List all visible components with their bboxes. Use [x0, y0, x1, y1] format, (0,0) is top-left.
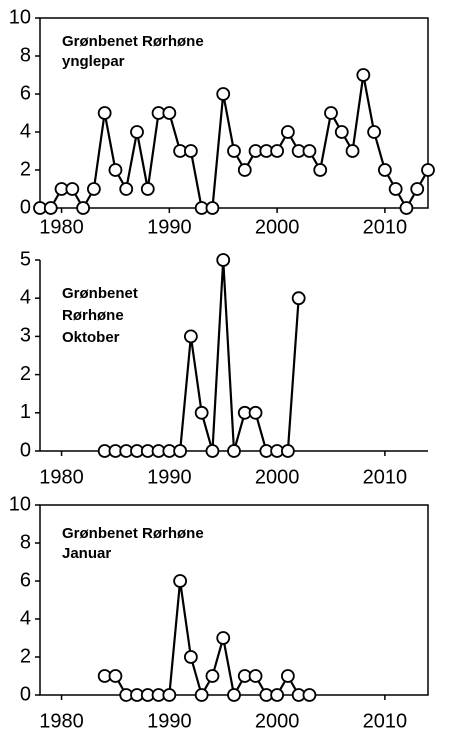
data-point [248, 405, 263, 420]
data-point [173, 574, 188, 588]
plot-frame [39, 17, 429, 209]
data-point [302, 144, 317, 158]
y-tick-label: 4 [20, 607, 31, 629]
x-tick-label: 1980 [39, 216, 84, 238]
data-point [388, 182, 403, 196]
data-point [76, 201, 91, 215]
data-point [194, 405, 209, 420]
data-point [205, 669, 220, 683]
data-point [108, 669, 123, 683]
chart-title: Januar [62, 545, 111, 562]
data-point [162, 106, 177, 120]
data-point [173, 444, 188, 458]
chart-title: Rørhøne [62, 307, 124, 324]
chart-title: Grønbenet [62, 285, 138, 302]
data-point [280, 125, 295, 139]
data-point [205, 201, 220, 215]
data-point [270, 688, 285, 702]
data-point [97, 106, 112, 120]
data-point [410, 182, 425, 196]
x-tick-label: 2010 [363, 710, 408, 732]
data-point [237, 163, 252, 177]
x-tick-label: 1990 [147, 710, 192, 732]
data-point [313, 163, 328, 177]
y-tick-label: 10 [9, 6, 31, 28]
data-point [227, 688, 241, 702]
data-point [205, 444, 220, 458]
data-point [108, 163, 123, 177]
y-tick-label: 4 [20, 120, 31, 142]
data-point [302, 688, 317, 702]
data-point [216, 631, 231, 645]
data-point [291, 291, 306, 306]
data-point [65, 182, 80, 196]
data-point [194, 688, 209, 702]
data-point [162, 688, 177, 702]
x-tick-label: 1990 [147, 466, 192, 488]
y-tick-label: 3 [20, 325, 31, 347]
chart-title: Grønbenet Rørhøne [62, 525, 204, 542]
y-tick-label: 0 [20, 683, 31, 705]
data-point [377, 163, 392, 177]
data-point [421, 163, 435, 177]
data-point [183, 144, 198, 158]
data-point [183, 650, 198, 664]
x-tick-label: 1980 [39, 710, 84, 732]
y-tick-label: 0 [20, 439, 31, 461]
y-tick-label: 5 [20, 248, 31, 270]
x-tick-label: 2000 [255, 216, 300, 238]
x-tick-label: 2010 [363, 216, 408, 238]
y-tick-label: 8 [20, 531, 31, 553]
chart-title: Oktober [62, 329, 120, 346]
chart-title: ynglepar [62, 53, 125, 70]
data-point [367, 125, 382, 139]
data-point [216, 253, 231, 267]
y-tick-label: 8 [20, 44, 31, 66]
data-point [334, 125, 349, 139]
chart-title: Grønbenet Rørhøne [62, 33, 204, 50]
data-point [324, 106, 338, 120]
data-point [356, 68, 371, 82]
y-tick-label: 1 [20, 401, 31, 423]
y-tick-label: 2 [20, 645, 31, 667]
y-tick-label: 6 [20, 82, 31, 104]
data-point [183, 329, 198, 344]
data-point [86, 182, 101, 196]
x-tick-label: 2010 [363, 466, 408, 488]
x-tick-label: 2000 [255, 710, 300, 732]
data-point [280, 669, 295, 683]
data-point [227, 144, 241, 158]
data-point [227, 444, 241, 458]
data-point [119, 182, 134, 196]
data-point [140, 182, 155, 196]
data-point [130, 125, 144, 139]
data-point [345, 144, 360, 158]
y-tick-label: 2 [20, 158, 31, 180]
data-point [43, 201, 58, 215]
y-tick-label: 10 [9, 493, 31, 515]
y-tick-label: 0 [20, 196, 31, 218]
y-tick-label: 2 [20, 363, 31, 385]
data-point [216, 87, 231, 101]
x-tick-label: 1990 [147, 216, 192, 238]
data-point [280, 444, 295, 458]
data-point [270, 144, 285, 158]
x-tick-label: 2000 [255, 466, 300, 488]
y-tick-label: 4 [20, 286, 31, 308]
data-point [248, 669, 263, 683]
y-tick-label: 6 [20, 569, 31, 591]
x-tick-label: 1980 [39, 466, 84, 488]
data-point [399, 201, 414, 215]
